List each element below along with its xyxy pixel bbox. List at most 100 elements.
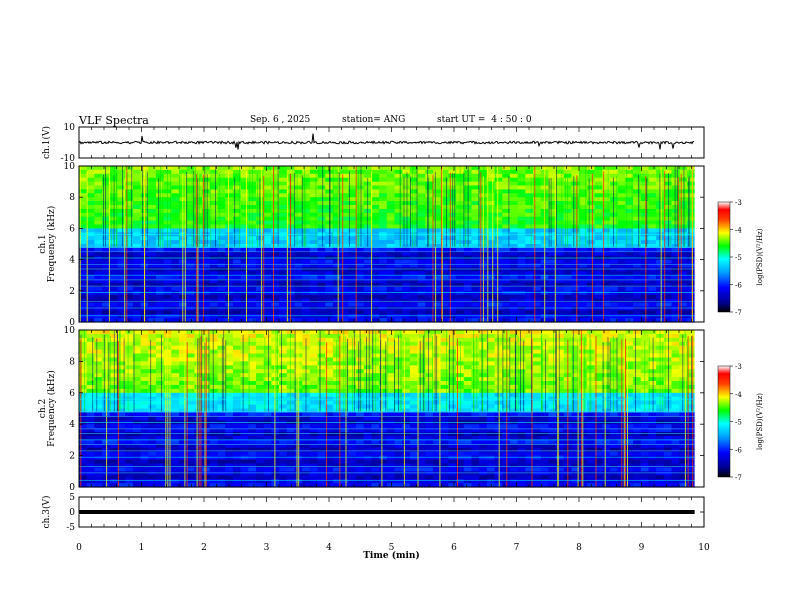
spectrogram-cell (186, 318, 196, 323)
spectrogram-cell (402, 247, 411, 253)
spectrogram-cell (340, 275, 349, 280)
spectrogram-cell (386, 212, 396, 218)
spectrogram-cell (263, 177, 272, 183)
spectrogram-cell (271, 404, 280, 410)
spectrogram-cell (279, 247, 288, 253)
spectrogram-cell (602, 298, 611, 304)
spectrogram-cell (371, 236, 380, 241)
spectrogram-cell (217, 244, 226, 249)
spectrogram-cell (179, 349, 188, 355)
spectrogram-cell (140, 459, 149, 465)
spectrogram-cell (340, 228, 349, 233)
spectrogram-cell (548, 236, 557, 241)
spectrogram-cell (486, 224, 496, 229)
spectrogram-cell (186, 408, 196, 414)
spectrogram-cell (102, 310, 111, 315)
spectrogram-cell (602, 271, 611, 276)
spectrogram-cell (79, 185, 88, 190)
spectrogram-cell (525, 220, 534, 226)
spectrogram-cell (533, 181, 542, 187)
spectrogram-cell (202, 193, 211, 198)
spectrogram-cell (155, 439, 165, 445)
spectrogram-cell (656, 173, 665, 179)
spectrogram-cell (663, 240, 673, 245)
spectrogram-cell (340, 333, 349, 339)
spectrogram-cell (456, 286, 465, 292)
spectrogram-cell (348, 463, 357, 468)
spectrogram-cell (309, 377, 319, 382)
spectrogram-cell (94, 365, 103, 370)
spectrogram-cell (579, 177, 588, 183)
spectrogram-cell (548, 173, 557, 179)
spectrogram-cell (471, 271, 480, 276)
start-time-label: start UT = (437, 115, 486, 125)
spectrogram-cell (171, 294, 180, 300)
spectrogram-cell (348, 251, 357, 257)
spectrogram-cell (109, 416, 119, 421)
spectrogram-cell (186, 259, 196, 265)
spectrogram-cell (617, 283, 626, 288)
spectrogram-cell (232, 259, 242, 265)
spectrogram-cell (556, 271, 565, 276)
spectrogram-cell (148, 361, 157, 366)
spectrogram-cell (602, 314, 611, 319)
spectrogram-cell (486, 240, 496, 245)
spectrogram-cell (679, 216, 688, 222)
spectrogram-cell (309, 416, 319, 421)
spectrogram-cell (348, 212, 357, 218)
spectrogram-cell (609, 166, 619, 171)
spectrogram-cell (633, 189, 642, 194)
spectrogram-cell (232, 357, 242, 362)
spectrogram-cell (294, 302, 303, 307)
spectrogram-cell (609, 212, 619, 218)
spectrogram-cell (240, 408, 249, 414)
spectrogram-cell (148, 169, 157, 175)
spectrogram-cell (240, 443, 249, 449)
spectrogram-cell (279, 271, 288, 276)
spectrogram-cell (625, 212, 634, 218)
spectrogram-cell (140, 392, 149, 398)
spectrogram-cell (409, 283, 419, 288)
spectrogram-cell (602, 310, 611, 315)
spectrogram-cell (179, 443, 188, 449)
spectrogram-cell (202, 173, 211, 179)
spectrogram-cell (671, 314, 680, 319)
spectrogram-cell (102, 205, 111, 210)
spectrogram-cell (117, 333, 126, 339)
spectrogram-cell (633, 275, 642, 280)
spectrogram-cell (548, 166, 557, 171)
spectrogram-cell (317, 173, 326, 179)
spectrogram-cell (494, 314, 503, 319)
spectrogram-cell (117, 353, 126, 359)
spectrogram-cell (79, 475, 88, 480)
spectrogram-cell (79, 244, 88, 249)
spectrogram-cell (79, 259, 88, 265)
spectrogram-cell (209, 330, 219, 335)
spectrogram-cell (240, 244, 249, 249)
spectrogram-cell (232, 271, 242, 276)
spectrogram-cell (232, 247, 242, 253)
spectrogram-cell (686, 306, 696, 311)
spectrogram-cell (509, 169, 519, 175)
spectrogram-cell (509, 193, 519, 198)
spectrogram-cell (586, 298, 596, 304)
spectrogram-cell (240, 479, 249, 484)
spectrogram-cell (363, 298, 373, 304)
spectrogram-cell (348, 330, 357, 335)
spectrogram-cell (263, 181, 272, 187)
spectrogram-cell (494, 283, 503, 288)
spectrogram-cell (232, 373, 242, 378)
spectrogram-cell (194, 197, 203, 202)
spectrogram-cell (363, 314, 373, 319)
spectrogram-cell (117, 181, 126, 187)
spectrogram-cell (240, 365, 249, 370)
spectrogram-cell (394, 306, 403, 311)
spectrogram-cell (171, 435, 180, 441)
spectrogram-cell (394, 236, 403, 241)
spectrogram-cell (679, 166, 688, 171)
spectrogram-cell (432, 169, 442, 175)
spectrogram-cell (486, 286, 496, 292)
spectrogram-cell (255, 251, 265, 257)
spectrogram-cell (271, 416, 280, 421)
spectrogram-cell (94, 263, 103, 268)
